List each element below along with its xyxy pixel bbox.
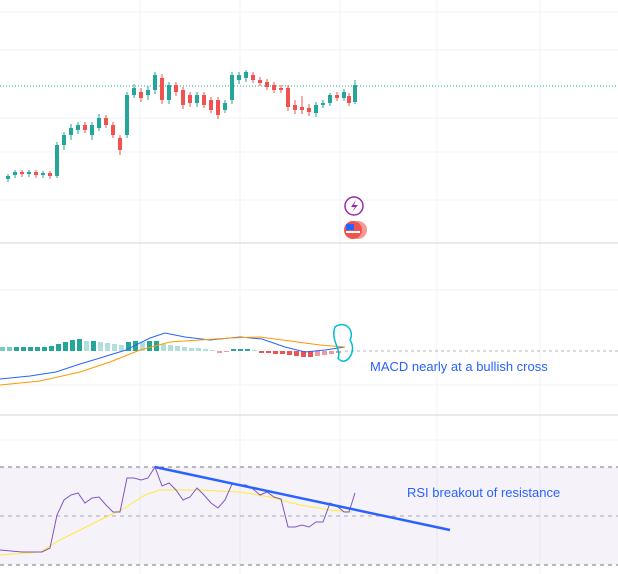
resistance-trendline xyxy=(154,465,451,532)
macd-highlight xyxy=(333,323,354,362)
rsi-band xyxy=(0,467,618,565)
macd-annotation: MACD nearly at a bullish cross xyxy=(370,359,548,374)
macd-line xyxy=(0,332,346,380)
candles xyxy=(6,70,357,182)
rsi-annotation: RSI breakout of resistance xyxy=(407,485,560,500)
macd-histogram xyxy=(0,339,341,357)
signal-line xyxy=(0,336,346,386)
event-icons xyxy=(344,196,367,239)
rsi-ma xyxy=(0,489,353,556)
rsi-line xyxy=(0,465,356,553)
